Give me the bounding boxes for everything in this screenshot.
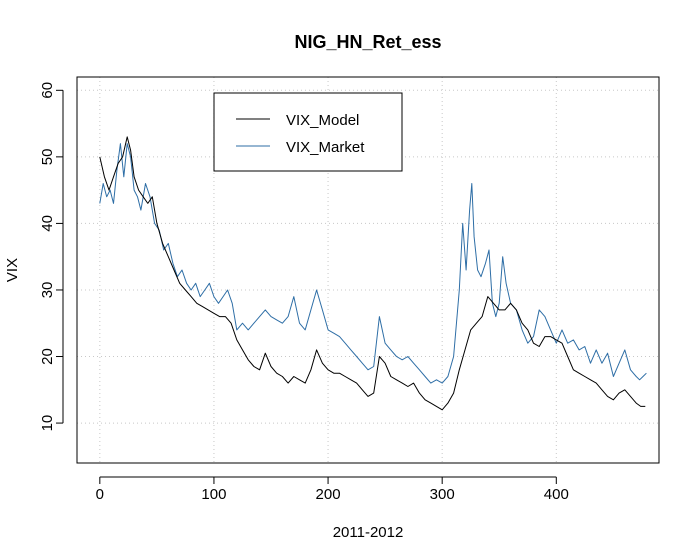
- legend-label-vix-market: VIX_Market: [286, 139, 365, 156]
- y-tick-label: 40: [39, 215, 56, 232]
- y-tick-label: 30: [39, 282, 56, 299]
- series-line-vix-model: [99, 136, 646, 411]
- y-tick-label: 60: [39, 82, 56, 99]
- x-tick-label: 200: [316, 486, 341, 503]
- chart-title: NIG_HN_Ret_ess: [294, 32, 441, 52]
- series-line-vix-market: [99, 143, 647, 384]
- y-axis-title: VIX: [4, 258, 21, 282]
- x-tick-label: 0: [96, 486, 104, 503]
- x-tick-label: 100: [201, 486, 226, 503]
- y-tick-label: 20: [39, 348, 56, 365]
- legend: VIX_Model VIX_Market: [213, 92, 403, 172]
- x-axis-title: 2011-2012: [333, 524, 404, 541]
- y-tick-label: 50: [39, 149, 56, 166]
- x-tick-label: 300: [430, 486, 455, 503]
- x-tick-label: 400: [544, 486, 569, 503]
- plot-frame: [76, 76, 660, 464]
- axis-layer: 0 100 200 300 400 10 20 30 40 50 60: [39, 82, 569, 503]
- y-tick-label: 10: [39, 415, 56, 432]
- legend-label-vix-model: VIX_Model: [286, 112, 359, 129]
- series-layer: [99, 136, 647, 411]
- grid-layer: [77, 77, 659, 463]
- legend-box: [213, 92, 403, 172]
